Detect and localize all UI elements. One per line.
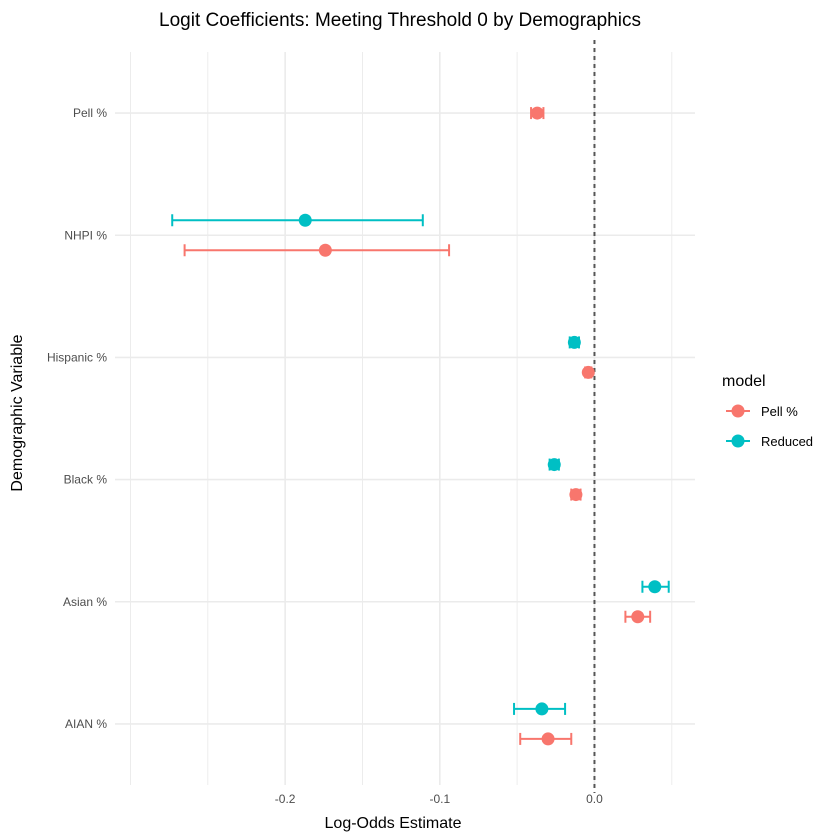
- grid: [115, 52, 695, 785]
- legend-item: Pell %: [726, 404, 798, 419]
- legend-key-point: [731, 404, 745, 418]
- y-axis-title: Demographic Variable: [9, 334, 26, 491]
- y-tick-label: Hispanic %: [47, 350, 107, 364]
- estimate-point: [298, 213, 312, 227]
- estimate-point: [581, 365, 595, 379]
- y-tick-label: Asian %: [63, 595, 107, 609]
- x-axis-title: Log-Odds Estimate: [325, 815, 462, 832]
- point-group: [519, 732, 573, 746]
- estimate-point: [648, 580, 662, 594]
- estimate-point: [535, 702, 549, 716]
- point-group: [624, 610, 652, 624]
- point-group: [567, 335, 581, 349]
- x-tick-label: -0.2: [275, 792, 296, 806]
- estimate-point: [547, 458, 561, 472]
- legend-items: Pell % Reduced: [726, 404, 813, 449]
- x-tick-label: -0.1: [429, 792, 450, 806]
- legend-title: model: [722, 373, 766, 390]
- y-tick-label: Pell %: [73, 106, 107, 120]
- point-group: [513, 702, 567, 716]
- y-tick-label: Black %: [64, 473, 108, 487]
- x-tick-label: 0.0: [586, 792, 603, 806]
- point-group: [183, 243, 451, 257]
- data-marks: [171, 106, 670, 746]
- chart-title: Logit Coefficients: Meeting Threshold 0 …: [159, 10, 641, 31]
- legend-label: Reduced: [761, 434, 813, 449]
- estimate-point: [631, 610, 645, 624]
- estimate-point: [530, 106, 544, 120]
- estimate-point: [569, 488, 583, 502]
- legend-label: Pell %: [761, 404, 798, 419]
- legend-item: Reduced: [726, 434, 813, 449]
- estimate-point: [318, 243, 332, 257]
- y-tick-label: AIAN %: [65, 717, 107, 731]
- estimate-point: [567, 335, 581, 349]
- legend-key-point: [731, 434, 745, 448]
- x-axis-ticks: -0.2 -0.1 0.0: [275, 792, 603, 806]
- legend: model Pell % Reduced: [722, 373, 813, 449]
- point-group: [171, 213, 424, 227]
- point-group: [581, 365, 595, 379]
- point-group: [547, 458, 561, 472]
- y-axis-ticks: Pell % NHPI % Hispanic % Black % Asian % AIAN…: [47, 106, 107, 731]
- point-group: [641, 580, 670, 594]
- point-group: [530, 106, 545, 120]
- y-tick-label: NHPI %: [64, 228, 107, 242]
- estimate-point: [541, 732, 555, 746]
- point-group: [569, 488, 583, 502]
